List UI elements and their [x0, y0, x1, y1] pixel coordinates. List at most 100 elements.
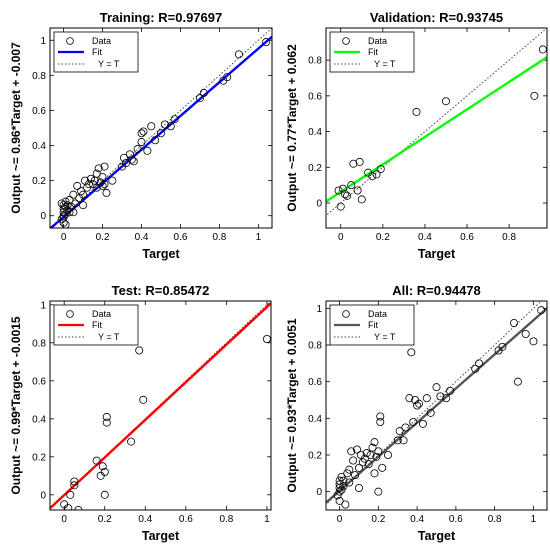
data-point	[79, 201, 88, 210]
data-point	[368, 172, 377, 181]
y-tick-label: 0.8	[32, 338, 46, 349]
data-point	[357, 195, 366, 204]
data-point	[399, 436, 408, 445]
data-point	[338, 184, 347, 193]
data-point	[529, 337, 538, 346]
data-point	[343, 469, 352, 478]
fit-line	[326, 56, 547, 203]
data-point	[337, 472, 346, 481]
chart-title: Training: R=0.97697	[100, 10, 222, 25]
data-point	[349, 456, 358, 465]
chart-title: Validation: R=0.93745	[370, 10, 503, 25]
data-point	[156, 129, 165, 138]
y-tick-label: 0.2	[32, 176, 46, 187]
data-point	[333, 491, 342, 500]
data-point	[393, 436, 402, 445]
data-point	[65, 208, 74, 217]
legend-label: Y = T	[374, 332, 396, 342]
legend-data-marker	[66, 37, 74, 45]
y-tick-label: 0.6	[308, 91, 322, 102]
data-point	[137, 138, 146, 147]
y-tick-label: 0	[316, 487, 322, 498]
x-tick-label: 0.4	[138, 514, 152, 525]
data-point	[223, 73, 232, 82]
data-point	[127, 155, 136, 164]
panel-1: Validation: R=0.93745 Target Output ~= 0.7…	[285, 10, 548, 261]
y-tick-label: 0.4	[32, 141, 46, 152]
y-tick-label: 0	[40, 211, 46, 222]
legend-label: Y = T	[374, 59, 396, 69]
legend-label: Fit	[92, 320, 102, 330]
data-point	[339, 482, 348, 491]
fit-line	[50, 35, 272, 228]
x-axis-label: Target	[418, 529, 456, 543]
x-tick-label: 0.2	[371, 514, 385, 525]
panel-2: Test: R=0.85472 Target Output ~= 0.99*Targ…	[9, 283, 272, 543]
data-point	[513, 377, 522, 386]
x-tick-label: 1	[264, 514, 270, 525]
axes-frame	[325, 300, 548, 511]
data-point	[538, 45, 547, 54]
data-point	[69, 190, 78, 199]
data-point	[407, 348, 416, 357]
data-point	[340, 190, 349, 199]
legend-data-marker	[342, 37, 350, 45]
data-point	[125, 150, 134, 159]
x-tick-label: 0.6	[179, 514, 193, 525]
data-point	[100, 490, 109, 499]
data-point	[199, 88, 208, 97]
data-point	[395, 427, 404, 436]
x-tick-label: 0.8	[488, 514, 502, 525]
data-point	[510, 318, 519, 327]
data-point	[374, 447, 383, 456]
data-point	[376, 165, 385, 174]
panel-0: Training: R=0.97697 Target Output ~= 0.96*…	[9, 10, 273, 261]
data-point	[358, 458, 367, 467]
data-point	[376, 417, 385, 426]
data-point	[418, 419, 427, 428]
data-point	[133, 145, 142, 154]
legend-label: Y = T	[98, 59, 120, 69]
data-point	[335, 496, 344, 505]
data-point	[349, 159, 358, 168]
data-point	[92, 183, 101, 192]
data-point	[370, 438, 379, 447]
data-point	[143, 146, 152, 155]
data-point	[345, 478, 354, 487]
data-point	[354, 483, 363, 492]
x-tick-label: 0.6	[174, 232, 188, 243]
x-tick-label: 0.8	[502, 232, 516, 243]
data-point	[94, 164, 103, 173]
data-point	[446, 386, 455, 395]
x-tick-label: 0.6	[449, 514, 463, 525]
data-point	[412, 107, 421, 116]
data-point	[378, 463, 387, 472]
data-point	[100, 180, 109, 189]
data-point	[334, 186, 343, 195]
legend-label: Data	[368, 309, 387, 319]
x-tick-label: 0	[338, 232, 344, 243]
identity-line	[326, 301, 542, 506]
legend-label: Data	[92, 309, 111, 319]
y-tick-label: 0.8	[308, 341, 322, 352]
data-point	[422, 394, 431, 403]
data-point	[351, 471, 360, 480]
data-point	[127, 437, 136, 446]
data-point	[360, 454, 369, 463]
legend-label: Fit	[92, 47, 102, 57]
y-tick-label: 0.8	[32, 71, 46, 82]
x-tick-label: 0.8	[212, 232, 226, 243]
data-point	[370, 469, 379, 478]
data-point	[121, 159, 130, 168]
data-point	[92, 169, 101, 178]
axes-frame	[325, 27, 548, 229]
data-point	[98, 181, 107, 190]
legend-label: Fit	[368, 320, 378, 330]
legend-label: Y = T	[98, 332, 120, 342]
data-point	[102, 418, 111, 427]
data-point	[362, 449, 371, 458]
data-point	[343, 191, 352, 200]
